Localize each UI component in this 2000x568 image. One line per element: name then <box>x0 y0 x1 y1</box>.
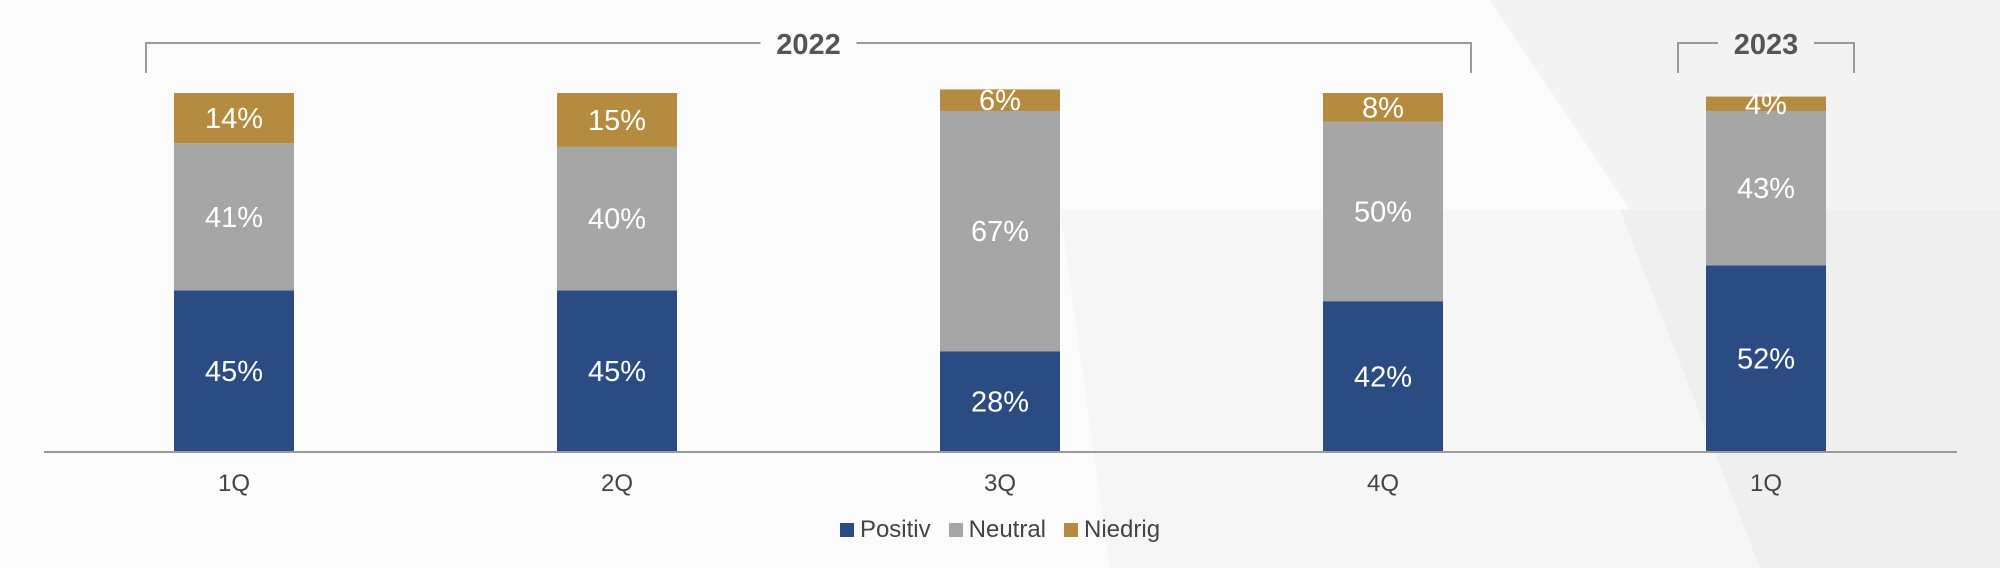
group-bracket-2022 <box>145 42 1472 73</box>
bar-segment-niedrig-3 <box>940 89 1060 111</box>
bar-segment-niedrig-1 <box>174 93 294 144</box>
legend-swatch <box>948 523 963 537</box>
data-label-positiv-2: 45% <box>588 356 646 388</box>
legend-swatch <box>1064 523 1079 537</box>
data-label-niedrig-4: 8% <box>1362 92 1404 124</box>
data-label-niedrig-1: 14% <box>205 103 263 135</box>
x-tick-label: 2Q <box>601 470 633 497</box>
data-label-positiv-3: 28% <box>971 387 1029 419</box>
data-label-niedrig-3: 6% <box>979 85 1021 117</box>
data-label-niedrig-5: 4% <box>1745 89 1787 121</box>
group-label-2023: 2023 <box>1734 29 1799 61</box>
data-label-neutral-5: 43% <box>1737 173 1795 205</box>
bar-segment-neutral-4 <box>1323 121 1443 302</box>
legend-item-neutral: Neutral <box>948 516 1047 544</box>
legend-swatch <box>839 523 854 537</box>
legend-label: Positiv <box>859 516 931 543</box>
group-bracket-2023 <box>1677 42 1855 73</box>
bar-segment-niedrig-4 <box>1323 93 1443 122</box>
legend-label: Niedrig <box>1084 516 1161 543</box>
bar-segment-positiv-3 <box>940 351 1060 452</box>
data-label-neutral-2: 40% <box>588 204 646 236</box>
bar-segment-niedrig-2 <box>557 93 677 147</box>
x-tick-label: 4Q <box>1367 470 1399 497</box>
chart-legend: Positiv Neutral Niedrig <box>0 516 2000 544</box>
legend-item-niedrig: Niedrig <box>1064 516 1160 544</box>
bar-segment-niedrig-5 <box>1706 96 1826 111</box>
legend-item-positiv: Positiv <box>839 516 931 544</box>
data-label-positiv-1: 45% <box>205 356 263 388</box>
data-label-positiv-4: 42% <box>1354 362 1412 394</box>
x-tick-label: 1Q <box>1750 470 1782 497</box>
bar-segment-positiv-5 <box>1706 265 1826 452</box>
data-label-neutral-3: 67% <box>971 216 1029 248</box>
data-label-neutral-1: 41% <box>205 202 263 234</box>
data-label-neutral-4: 50% <box>1354 196 1412 228</box>
bar-segment-positiv-1 <box>174 290 294 452</box>
bar-segment-positiv-2 <box>557 290 677 452</box>
bar-segment-neutral-3 <box>940 110 1060 352</box>
data-label-niedrig-2: 15% <box>588 105 646 137</box>
x-tick-label: 1Q <box>218 470 250 497</box>
bar-segment-neutral-5 <box>1706 110 1826 266</box>
group-label-2022: 2022 <box>776 29 841 61</box>
bar-segment-positiv-4 <box>1323 301 1443 452</box>
legend-label: Neutral <box>968 516 1047 543</box>
data-label-positiv-5: 52% <box>1737 344 1795 376</box>
x-tick-label: 3Q <box>984 470 1016 497</box>
bar-segment-neutral-1 <box>174 143 294 291</box>
bar-segment-neutral-2 <box>557 146 677 291</box>
